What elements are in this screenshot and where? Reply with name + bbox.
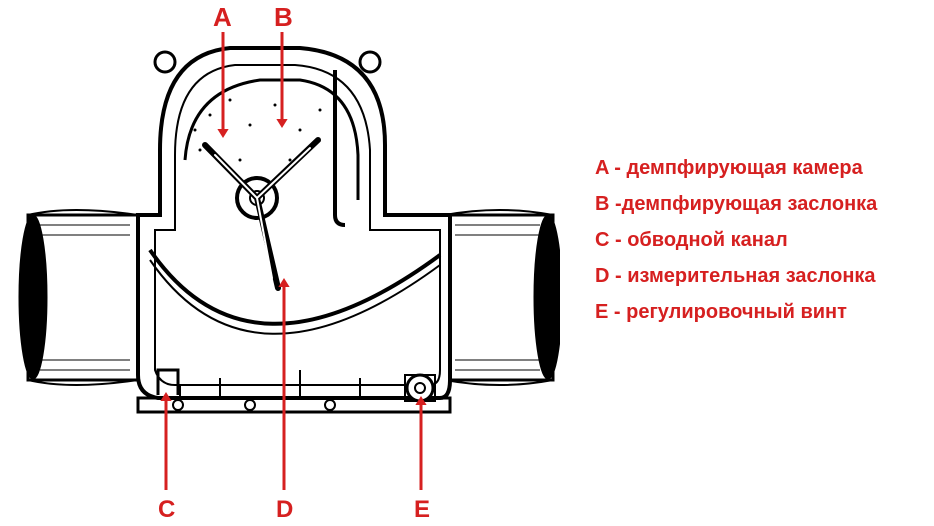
legend-item-b: B -демпфирующая заслонка	[595, 186, 925, 222]
legend-item-a: A - демпфирующая камера	[595, 150, 925, 186]
label-b: B	[274, 2, 293, 33]
label-c: C	[158, 496, 175, 524]
legend-item-d: D - измерительная заслонка	[595, 258, 925, 294]
label-a: A	[213, 2, 232, 33]
diagram-area	[0, 0, 560, 526]
label-e: E	[414, 496, 430, 524]
label-d: D	[276, 496, 293, 524]
mechanical-diagram	[0, 0, 560, 526]
legend-item-c: C - обводной канал	[595, 222, 925, 258]
legend: A - демпфирующая камера B -демпфирующая …	[595, 150, 925, 330]
legend-item-e: E - регулировочный винт	[595, 294, 925, 330]
